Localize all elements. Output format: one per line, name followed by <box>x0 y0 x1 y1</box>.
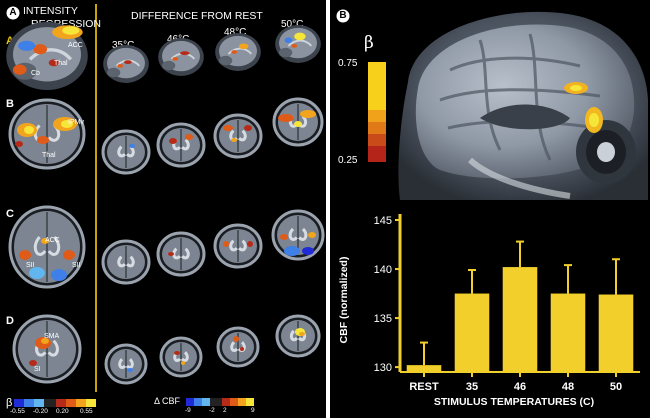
row-b-slice-46 <box>156 122 206 168</box>
row-c-slice-50 <box>271 209 325 261</box>
label-ipmv: IPMv <box>68 119 84 126</box>
label-sii-left: SII <box>26 262 35 269</box>
x-tick-label-35: 35 <box>466 381 478 393</box>
bar-50 <box>598 294 634 372</box>
beta-tick-2: -0.20 <box>33 408 48 415</box>
x-tick-label-48: 48 <box>562 381 574 393</box>
panel-b-letter-badge <box>336 9 350 23</box>
panel-a-divider <box>95 4 97 392</box>
row-letter-d: D <box>6 315 14 327</box>
panel-b-letter: B <box>339 10 347 21</box>
bar-46 <box>502 267 538 372</box>
row-d-slice-50 <box>275 314 321 358</box>
label-sii-right: SII <box>72 262 81 269</box>
label-cb: Cb <box>31 70 40 77</box>
sagittal-brain-image <box>398 11 648 200</box>
row-d-slice-48 <box>216 326 260 368</box>
y-tick-label: 140 <box>374 264 392 276</box>
row-d-slice-46 <box>159 336 203 378</box>
bar-48 <box>550 293 586 372</box>
row-a-slice-35 <box>103 45 149 83</box>
brain-image-grid <box>6 22 325 385</box>
row-d-regression-slice <box>12 314 82 384</box>
cbf-tick-4: 9 <box>251 407 255 414</box>
row-a-slice-50 <box>275 25 321 63</box>
cbf-tick-1: -9 <box>185 407 191 414</box>
label-sma: SMA <box>44 333 60 340</box>
label-acc-row-c: ACC <box>45 237 60 244</box>
row-b-slice-50 <box>272 97 324 147</box>
panel-b: B β 0.75 0.25 <box>330 0 650 418</box>
x-tick-label-50: 50 <box>610 381 622 393</box>
beta-tick-1: -0.55 <box>10 408 25 415</box>
cbf-scale-label: Δ CBF <box>154 396 181 406</box>
x-axis-label: STIMULUS TEMPERATURES (C) <box>433 396 595 408</box>
row-d-slice-35 <box>104 343 148 385</box>
label-thal-row-a: Thal <box>54 60 68 67</box>
temp-label-50: 50°C <box>281 19 304 30</box>
cbf-color-scale <box>186 398 254 406</box>
label-thal-row-b: Thal <box>42 152 56 159</box>
cbf-tick-2: -2 <box>209 407 215 414</box>
row-a-regression-slice <box>6 22 88 90</box>
row-c-slice-48 <box>213 223 263 269</box>
beta-scale-label: β <box>6 397 13 409</box>
difference-from-rest-title: DIFFERENCE FROM REST <box>131 10 263 22</box>
row-letter-c: C <box>6 208 14 220</box>
y-tick-label: 130 <box>374 362 392 374</box>
row-b-slice-48 <box>213 113 263 159</box>
temp-label-48: 48°C <box>224 27 247 38</box>
label-acc-row-a: ACC <box>68 42 83 49</box>
beta-color-scale <box>14 399 96 407</box>
intensity-title-line1: INTENSITY <box>23 5 78 17</box>
row-b-regression-slice <box>8 98 86 170</box>
label-si: SI <box>34 366 41 373</box>
beta-tick-3: 0.20 <box>56 408 69 415</box>
cbf-tick-3: 2 <box>223 407 227 414</box>
cbf-bar-chart: 130 135 140 145 REST 35 46 48 50 <box>374 214 640 393</box>
panel-a-letter-badge <box>6 6 20 20</box>
row-a-slice-46 <box>158 38 204 76</box>
row-letter-a: A <box>6 35 14 47</box>
panel-b-beta-tick-low: 0.25 <box>338 155 358 166</box>
panel-b-beta-color-bar <box>368 62 386 162</box>
row-c-slice-46 <box>156 231 206 277</box>
row-a-slice-48 <box>215 33 261 71</box>
y-tick-label: 135 <box>374 313 392 325</box>
panel-b-beta-label: β <box>364 33 374 53</box>
beta-tick-4: 0.55 <box>80 408 93 415</box>
row-c-regression-slice <box>8 205 86 289</box>
y-axis-label: CBF (normalized) <box>338 256 350 344</box>
panel-a: A INTENSITY REGRESSION DIFFERENCE FROM R… <box>0 0 326 418</box>
panel-b-beta-tick-high: 0.75 <box>338 58 358 69</box>
y-tick-label: 145 <box>374 215 392 227</box>
row-letter-b: B <box>6 98 14 110</box>
bar-rest <box>406 365 442 372</box>
panel-a-letter: A <box>9 7 17 18</box>
row-c-slice-35 <box>101 239 151 285</box>
bar-35 <box>454 293 490 372</box>
row-b-slice-35 <box>101 129 151 175</box>
x-tick-label-46: 46 <box>514 381 526 393</box>
x-tick-label-rest: REST <box>409 381 439 393</box>
